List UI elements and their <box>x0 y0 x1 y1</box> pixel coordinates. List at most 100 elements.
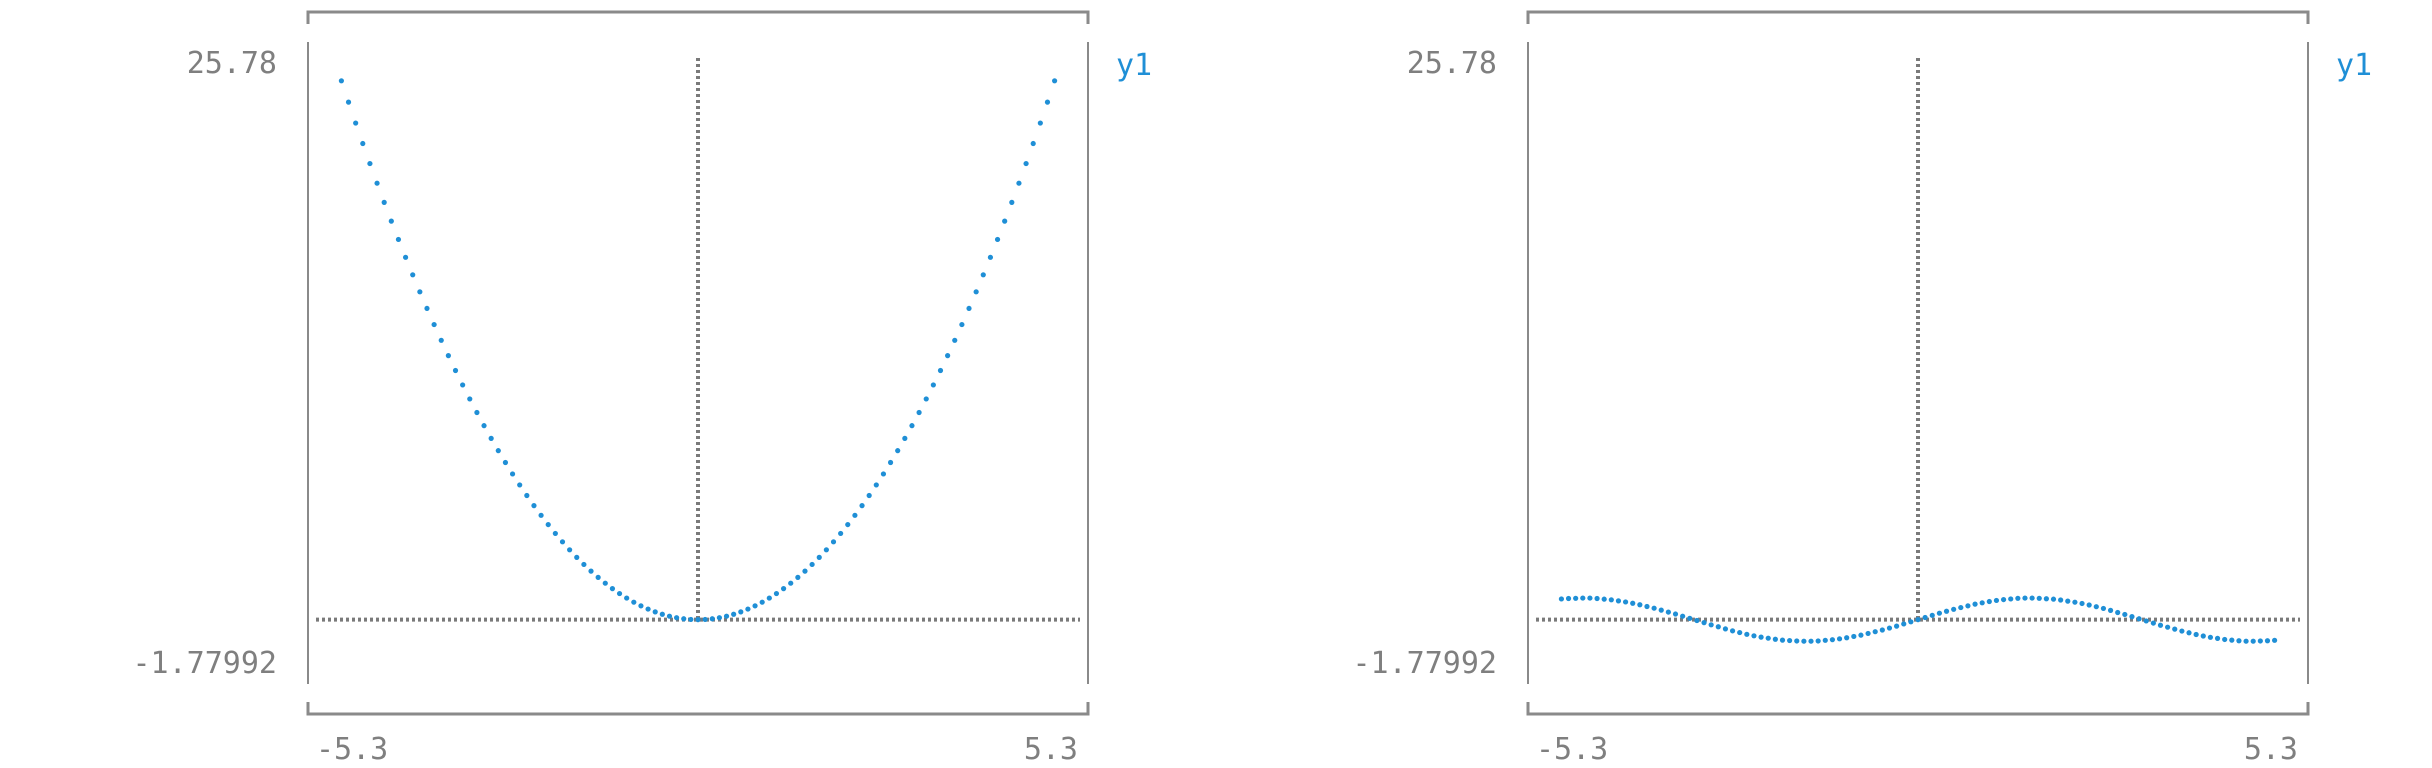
data-point <box>1687 615 1693 621</box>
data-point <box>495 448 501 454</box>
data-point <box>488 435 494 441</box>
data-point <box>852 512 858 518</box>
data-point <box>2058 597 2064 603</box>
data-point <box>1722 626 1729 632</box>
data-point <box>2222 636 2228 643</box>
data-point <box>602 580 608 586</box>
data-point <box>524 492 530 499</box>
data-point <box>345 99 352 105</box>
data-point <box>1037 120 1043 126</box>
data-point <box>1729 628 1736 634</box>
data-point <box>1986 598 1992 605</box>
data-point <box>1573 595 1579 601</box>
y-tick-label-top: 25.78 <box>1407 46 1497 81</box>
plot-2: 25.78 -1.77992 -5.3 5.3 y1 <box>1353 10 2372 767</box>
data-point <box>1951 606 1957 612</box>
data-point <box>923 396 929 402</box>
data-point <box>2050 596 2057 602</box>
data-point <box>830 539 837 545</box>
data-point <box>1765 635 1771 641</box>
data-point <box>1708 622 1714 628</box>
data-point <box>1901 621 1907 627</box>
data-point <box>2036 595 2042 601</box>
data-point <box>424 305 430 312</box>
data-point <box>1658 607 1664 613</box>
data-point <box>1886 625 1893 631</box>
data-point <box>859 503 865 509</box>
data-point <box>980 272 986 278</box>
data-point <box>759 599 765 605</box>
data-point <box>937 367 944 374</box>
data-point <box>2272 637 2278 643</box>
data-point <box>702 616 708 623</box>
data-point <box>1915 617 1921 623</box>
data-point <box>2250 638 2256 644</box>
data-point <box>1936 610 1942 616</box>
data-point <box>945 353 951 359</box>
data-point <box>1002 218 1008 224</box>
data-point <box>367 160 373 167</box>
data-point <box>410 272 416 278</box>
data-point <box>2179 628 2185 634</box>
data-point <box>431 321 437 328</box>
data-point <box>631 599 637 605</box>
frame-top <box>1526 10 2310 24</box>
data-point <box>674 615 680 621</box>
data-point <box>509 471 516 477</box>
data-point <box>709 616 715 622</box>
data-point <box>502 459 509 466</box>
data-point <box>2186 630 2192 636</box>
data-point <box>823 547 829 553</box>
legend-label-y1: y1 <box>1116 48 1152 83</box>
x-tick-label-left: -5.3 <box>1536 732 1608 767</box>
data-point <box>1651 605 1657 611</box>
data-point <box>716 615 723 621</box>
data-point <box>973 289 979 295</box>
data-point <box>1587 595 1593 601</box>
data-point <box>1637 602 1643 608</box>
data-point <box>381 199 387 205</box>
data-point <box>887 459 894 466</box>
data-point <box>987 254 994 260</box>
series-1 <box>1558 595 2278 644</box>
data-point <box>1836 636 1843 642</box>
data-point <box>338 78 344 84</box>
x-tick-label-left: -5.3 <box>316 732 388 767</box>
data-point <box>1929 612 1935 618</box>
data-point <box>766 595 772 601</box>
data-point <box>1622 599 1629 605</box>
data-point <box>788 580 794 586</box>
data-point <box>1794 638 1800 644</box>
frame-top <box>306 10 1090 24</box>
data-point <box>1758 634 1764 640</box>
data-point <box>2100 605 2107 612</box>
x-tick-label-right: 5.3 <box>2244 732 2298 767</box>
data-point <box>1993 597 2000 604</box>
data-point <box>395 236 402 243</box>
data-point <box>417 289 423 295</box>
data-point <box>1822 637 1828 643</box>
data-point <box>1801 638 1807 644</box>
data-point <box>773 590 780 597</box>
y-tick-label-bottom: -1.77992 <box>133 646 278 681</box>
data-point <box>2015 595 2021 601</box>
data-point <box>1608 597 1614 603</box>
data-point <box>2172 626 2178 632</box>
data-point <box>2264 638 2271 644</box>
data-point <box>1558 596 1564 602</box>
data-point <box>780 586 787 592</box>
data-point <box>866 492 872 499</box>
data-point <box>624 595 630 601</box>
data-point <box>1694 617 1700 624</box>
data-point <box>681 616 687 622</box>
data-point <box>2165 624 2171 630</box>
data-point <box>994 236 1001 243</box>
data-point <box>845 521 851 528</box>
data-point <box>802 568 808 574</box>
data-point <box>695 617 701 623</box>
data-point <box>659 611 665 617</box>
data-point <box>1009 199 1015 205</box>
data-point <box>1943 608 1950 614</box>
data-point <box>731 611 737 617</box>
data-point <box>1965 603 1971 609</box>
